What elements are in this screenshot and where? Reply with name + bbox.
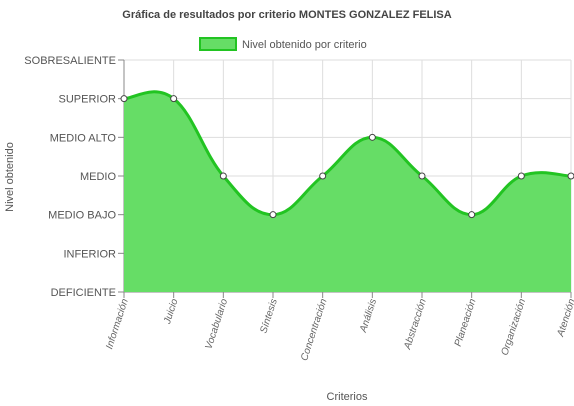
y-tick-label: SOBRESALIENTE	[24, 55, 116, 67]
y-tick-label: MEDIO BAJO	[48, 210, 116, 222]
data-point[interactable]	[219, 172, 227, 180]
data-point[interactable]	[468, 211, 476, 219]
legend-label: Nivel obtenido por criterio	[242, 39, 367, 51]
x-axis-ticks: Información Juicio Vocabulario Síntesis Conc…	[104, 297, 574, 362]
x-tick-label: Abstracción	[402, 297, 429, 351]
chart-title: Gráfica de resultados por criterio MONTE…	[122, 9, 451, 21]
y-tick-label: MEDIO ALTO	[50, 132, 117, 144]
data-point[interactable]	[269, 211, 277, 219]
data-point[interactable]	[567, 172, 574, 180]
data-point[interactable]	[368, 133, 376, 141]
data-points	[120, 95, 574, 219]
series-line	[123, 90, 572, 217]
y-tick-label: DEFICIENTE	[51, 287, 116, 299]
y-tick-label: INFERIOR	[63, 248, 116, 260]
data-point[interactable]	[517, 172, 525, 180]
data-point[interactable]	[120, 95, 128, 103]
x-tick-label: Organización	[500, 297, 529, 357]
series-area	[123, 90, 572, 292]
y-tick-label: SUPERIOR	[59, 94, 117, 106]
y-tick-label: MEDIO	[80, 171, 117, 183]
x-tick-label: Vocabulario	[204, 297, 231, 351]
x-tick-label: Concentración	[299, 297, 330, 362]
x-tick-label: Análisis	[358, 298, 379, 335]
x-tick-label: Atención	[555, 297, 574, 339]
x-tick-label: Información	[104, 297, 131, 351]
data-point[interactable]	[418, 172, 426, 180]
data-point[interactable]	[319, 172, 327, 180]
x-axis-title: Criterios	[327, 391, 368, 403]
y-axis-ticks: DEFICIENTE INFERIOR MEDIO BAJO MEDIO MEDIO A…	[24, 55, 116, 299]
legend-swatch	[199, 37, 237, 51]
x-tick-label: Síntesis	[258, 298, 279, 335]
x-tick-label: Juicio	[162, 297, 181, 326]
x-tick-label: Planeación	[453, 297, 479, 348]
legend[interactable]: Nivel obtenido por criterio	[199, 37, 367, 51]
y-axis-title: Nivel obtenido	[4, 142, 16, 212]
series-area-fill	[124, 91, 571, 292]
data-point[interactable]	[170, 95, 178, 103]
